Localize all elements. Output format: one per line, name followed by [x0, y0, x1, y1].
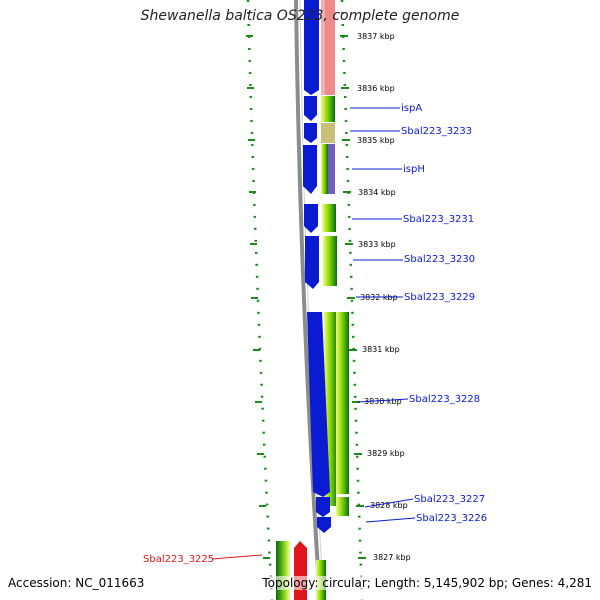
outer-dotted-ring-right	[340, 0, 364, 600]
cds-arrow-ispA[interactable]	[304, 96, 317, 121]
label-leaders	[350, 107, 416, 523]
cds-arrow-Sbal223_3230[interactable]	[305, 236, 319, 289]
gene-label-Sbal223_3231[interactable]: Sbal223_3231	[403, 214, 474, 225]
ruler-label: 3835 kbp	[357, 136, 395, 145]
ruler-label: 3836 kbp	[357, 84, 395, 93]
feature-band-white-gap	[336, 494, 349, 497]
cds-arrow-Sbal223_3225[interactable]	[294, 541, 307, 600]
feature-band-bottom-left	[276, 541, 290, 600]
ruler-label: 3830 kbp	[364, 397, 402, 406]
cds-arrow-Sbal223_3231[interactable]	[304, 204, 318, 233]
gene-label-Sbal223_3226[interactable]: Sbal223_3226	[416, 513, 487, 524]
topology-text: Topology: circular; Length: 5,145,902 bp…	[262, 576, 592, 590]
feature-band-pink-edge	[321, 0, 325, 95]
cds-arrow-Sbal223_3227[interactable]	[316, 497, 330, 517]
ruler-label: 3834 kbp	[358, 188, 396, 197]
cds-arrow-top[interactable]	[304, 0, 319, 95]
ruler-label: 3831 kbp	[362, 345, 400, 354]
cds-arrow-ispH[interactable]	[303, 145, 317, 194]
ruler-label: 3828 kbp	[370, 501, 408, 510]
genome-backbone	[294, 0, 322, 600]
cds-arrow-Sbal223_3228[interactable]	[307, 312, 330, 497]
feature-band-green-b	[321, 144, 328, 194]
ruler-label: 3837 kbp	[357, 32, 395, 41]
outer-dotted-ring-left	[246, 0, 274, 600]
gene-label-Sbal223_3229[interactable]: Sbal223_3229	[404, 292, 475, 303]
feature-band-green-c	[322, 204, 336, 232]
gene-label-Sbal223_3230[interactable]: Sbal223_3230	[404, 254, 475, 265]
feature-band-purple	[328, 144, 335, 194]
gene-label-Sbal223_3228[interactable]: Sbal223_3228	[409, 394, 480, 405]
ruler-label: 3833 kbp	[358, 240, 396, 249]
accession-text: Accession: NC_011663	[8, 576, 145, 590]
cds-arrow-Sbal223_3226[interactable]	[317, 517, 331, 533]
gene-label-Sbal223_3225[interactable]: Sbal223_3225	[143, 554, 214, 565]
feature-band-green-d	[323, 236, 337, 286]
genome-backbone-inner	[299, 0, 325, 600]
ruler-label: 3829 kbp	[367, 449, 405, 458]
label-leader-red	[211, 554, 263, 560]
feature-band-green-a	[321, 96, 335, 122]
gene-label-Sbal223_3227[interactable]: Sbal223_3227	[414, 494, 485, 505]
page-title: Shewanella baltica OS223, complete genom…	[140, 8, 460, 24]
ruler-label: 3827 kbp	[373, 553, 411, 562]
feature-band-green-f	[336, 312, 349, 516]
feature-band-olive	[321, 123, 335, 143]
gene-label-ispH[interactable]: ispH	[403, 164, 425, 175]
cds-arrow-Sbal223_3233[interactable]	[304, 123, 317, 143]
left-ring-ticks	[246, 35, 270, 559]
gene-label-Sbal223_3233[interactable]: Sbal223_3233	[401, 126, 472, 137]
gene-label-ispA[interactable]: ispA	[401, 103, 422, 114]
